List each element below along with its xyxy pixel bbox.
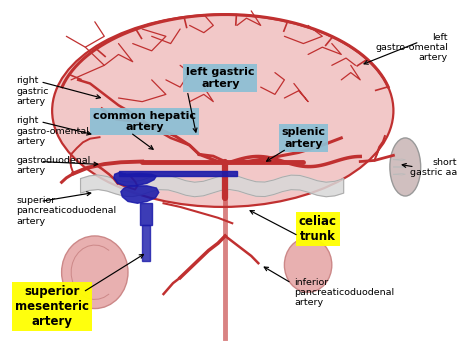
Polygon shape xyxy=(142,225,150,261)
Text: right
gastro-omental
artery: right gastro-omental artery xyxy=(17,116,90,146)
Polygon shape xyxy=(81,175,344,197)
Text: splenic
artery: splenic artery xyxy=(282,127,325,149)
Polygon shape xyxy=(121,186,159,203)
Text: left gastric
artery: left gastric artery xyxy=(186,67,255,89)
Text: common hepatic
artery: common hepatic artery xyxy=(93,111,196,132)
Text: celiac
trunk: celiac trunk xyxy=(299,215,337,243)
Text: left
gastro-omental
artery: left gastro-omental artery xyxy=(375,33,448,62)
Text: right
gastric
artery: right gastric artery xyxy=(17,76,49,106)
Polygon shape xyxy=(114,172,156,186)
Text: inferior
pancreaticoduodenal
artery: inferior pancreaticoduodenal artery xyxy=(294,278,394,307)
Ellipse shape xyxy=(390,138,420,196)
Text: superior
pancreaticoduodenal
artery: superior pancreaticoduodenal artery xyxy=(17,196,117,226)
Polygon shape xyxy=(140,203,152,225)
Ellipse shape xyxy=(284,238,332,292)
Text: gastroduodenal
artery: gastroduodenal artery xyxy=(17,156,91,175)
Ellipse shape xyxy=(62,236,128,309)
Ellipse shape xyxy=(52,15,393,207)
Text: superior
mesenteric
artery: superior mesenteric artery xyxy=(15,285,89,328)
Text: short
gastric aa: short gastric aa xyxy=(410,158,457,177)
Polygon shape xyxy=(118,171,237,176)
